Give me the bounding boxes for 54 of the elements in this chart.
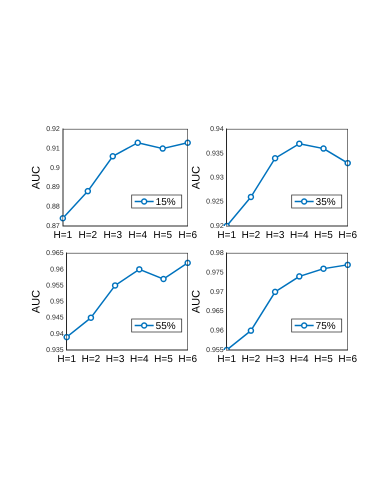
x-tick-label: H=2: [242, 230, 261, 241]
point: [63, 334, 70, 340]
x-tick-label: H=4: [128, 230, 148, 241]
x-tick-label: H=3: [266, 230, 285, 241]
point: [134, 140, 141, 146]
y-axis-title: AUC: [30, 290, 43, 314]
point: [320, 145, 327, 152]
x-tick-label: H=6: [178, 230, 198, 241]
point: [344, 160, 351, 166]
point: [248, 327, 254, 334]
point: [320, 265, 327, 272]
x-tick-label: H=4: [290, 230, 310, 241]
point: [184, 260, 191, 266]
point: [272, 154, 278, 162]
x-tick-label: H=6: [338, 230, 358, 241]
point: [136, 266, 143, 273]
y-axis-title: AUC: [190, 166, 203, 190]
legend-label: 75%: [316, 320, 336, 332]
point: [184, 140, 191, 146]
x-tick-label: H=5: [153, 230, 172, 241]
point: [344, 262, 351, 268]
x-tick-label: H=2: [242, 354, 261, 365]
x-tick-label: H=6: [338, 354, 358, 365]
x-tick-label: H=1: [54, 230, 73, 241]
point: [112, 282, 118, 289]
x-tick-label: H=4: [130, 354, 150, 365]
x-tick-label: H=3: [103, 230, 123, 241]
x-tick-label: H=3: [106, 354, 125, 365]
y-axis-title: AUC: [190, 290, 203, 314]
x-tick-label: H=2: [82, 354, 101, 365]
x-tick-label: H=5: [314, 354, 334, 365]
legend-label: 55%: [156, 320, 176, 332]
legend-label: 35%: [316, 196, 336, 208]
point: [88, 314, 94, 321]
point: [84, 188, 92, 194]
point: [60, 215, 66, 222]
x-tick-label: H=6: [178, 354, 198, 365]
point: [248, 194, 254, 200]
y-axis-title: AUC: [30, 166, 43, 190]
point: [160, 276, 167, 282]
x-tick-label: H=1: [57, 354, 76, 365]
point: [272, 288, 278, 296]
point: [110, 153, 116, 160]
legend-label: 15%: [156, 196, 176, 208]
point: [296, 273, 303, 280]
x-tick-label: H=1: [217, 230, 236, 241]
x-tick-label: H=4: [290, 354, 310, 365]
point: [159, 145, 166, 152]
x-tick-label: H=1: [217, 354, 236, 365]
x-tick-label: H=2: [78, 230, 98, 241]
point: [296, 140, 303, 147]
x-tick-label: H=3: [266, 354, 285, 365]
x-tick-label: H=5: [154, 354, 174, 365]
x-tick-label: H=5: [314, 230, 334, 241]
